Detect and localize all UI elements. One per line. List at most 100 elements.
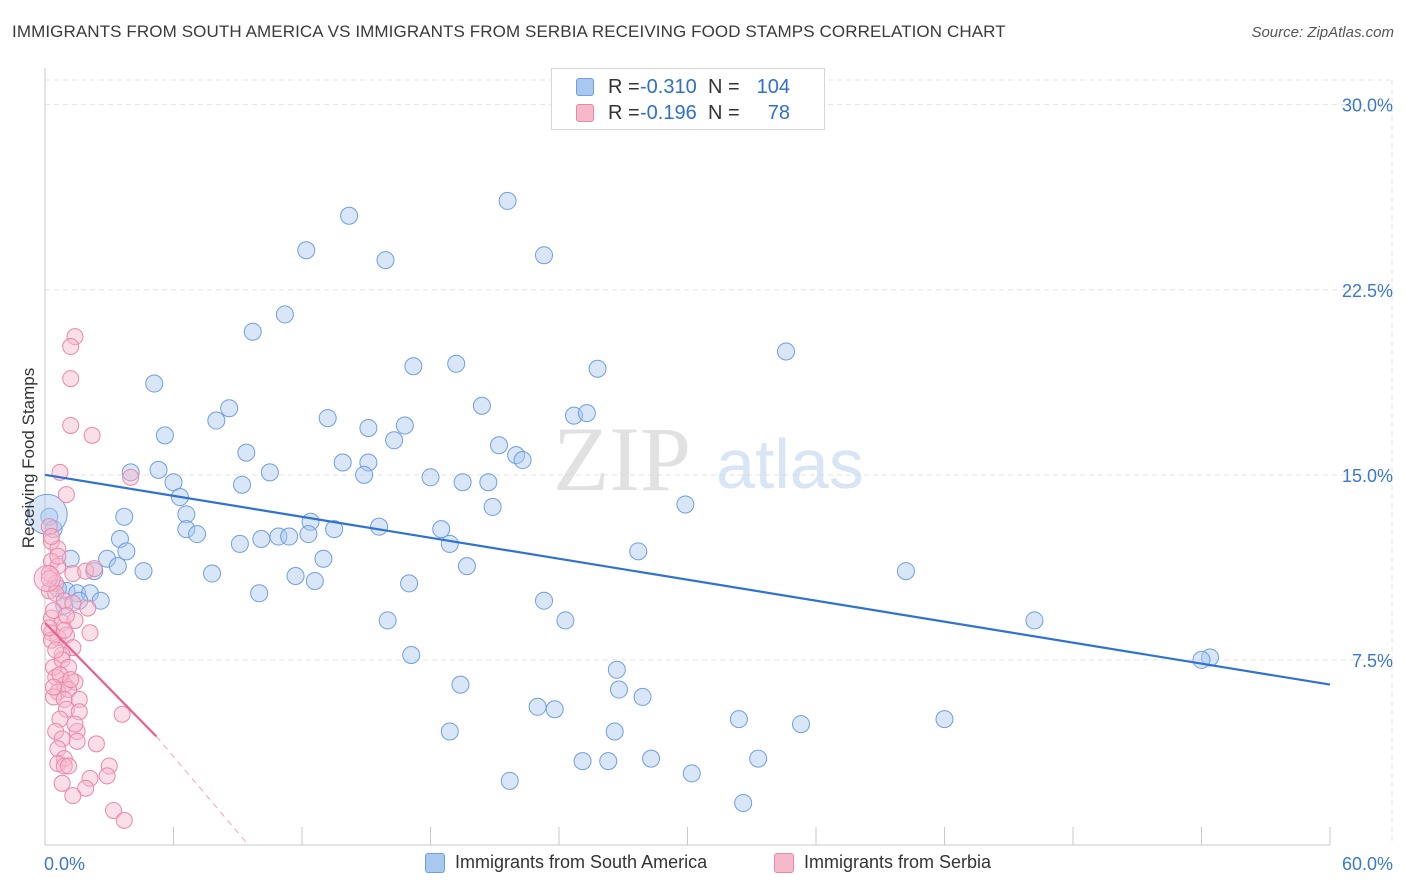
point-south-america (177, 520, 196, 539)
point-serbia (49, 547, 67, 565)
point-south-america (682, 764, 701, 783)
n-label: N = (708, 75, 740, 98)
point-south-america (734, 794, 753, 813)
point-serbia (49, 740, 67, 758)
r-label: R = (608, 75, 640, 98)
point-serbia (47, 641, 65, 659)
point-south-america (370, 517, 389, 536)
trend-lines (44, 473, 1331, 846)
point-serbia (60, 757, 78, 775)
point-serbia (66, 715, 84, 733)
point-serbia (55, 757, 73, 775)
point-south-america (453, 473, 472, 492)
point-serbia (62, 671, 80, 689)
y-tick-label: 30.0% (1342, 96, 1393, 116)
point-south-america (305, 571, 324, 590)
point-south-america (451, 675, 470, 694)
point-south-america (457, 557, 476, 576)
point-south-america (121, 463, 140, 482)
y-axis-label: Receiving Food Stamps (19, 368, 38, 548)
point-south-america (607, 660, 626, 679)
point-south-america (513, 451, 532, 470)
point-serbia (45, 678, 63, 696)
point-south-america (376, 251, 395, 270)
watermark-zip: ZIP (553, 408, 691, 510)
stats-row-serbia: R = -0.196 N = 78 (576, 101, 790, 125)
point-south-america (280, 527, 299, 546)
point-serbia (115, 811, 133, 829)
trend-line-serbia-extension (155, 736, 249, 846)
point-south-america (207, 411, 226, 430)
legend-label: Immigrants from South America (455, 852, 708, 872)
point-serbia (64, 787, 82, 805)
point-south-america (479, 473, 498, 492)
point-south-america (250, 584, 269, 603)
point-serbia (81, 769, 99, 787)
point-serbia (98, 767, 116, 785)
point-south-america (340, 206, 359, 225)
series-south-america-points (26, 191, 1220, 813)
watermark-atlas: atlas (716, 425, 864, 503)
r-value: -0.196 (640, 101, 697, 124)
point-serbia (62, 370, 80, 388)
point-south-america (404, 357, 423, 376)
point-south-america (318, 409, 337, 428)
point-south-america (528, 697, 547, 716)
point-south-america (355, 465, 374, 484)
point-south-america (203, 564, 222, 583)
point-south-america (61, 549, 80, 568)
point-serbia (40, 569, 58, 587)
point-south-america (333, 453, 352, 472)
source-label: Source: ZipAtlas.com (1251, 24, 1394, 41)
r-value: -0.310 (640, 75, 697, 98)
point-serbia (79, 599, 97, 617)
r-label: R = (608, 101, 640, 124)
legend-item-serbia[interactable]: Immigrants from Serbia (774, 852, 991, 873)
point-south-america (68, 584, 87, 603)
point-serbia (122, 468, 140, 486)
point-south-america (275, 305, 294, 324)
point-south-america (164, 473, 183, 492)
point-south-america (440, 534, 459, 553)
x-tick-label: 60.0% (1342, 854, 1393, 874)
point-south-america (642, 749, 661, 768)
point-serbia (53, 730, 71, 748)
point-south-america (588, 359, 607, 378)
point-south-america (314, 549, 333, 568)
point-serbia (66, 328, 84, 346)
point-south-america (605, 722, 624, 741)
point-south-america (896, 562, 915, 581)
point-south-america (237, 443, 256, 462)
point-serbia (57, 486, 75, 504)
point-serbia (47, 584, 65, 602)
trend-line-south-america (44, 473, 1331, 686)
point-serbia (55, 621, 73, 639)
point-serbia (66, 611, 84, 629)
point-serbia (68, 732, 86, 750)
point-south-america (188, 525, 207, 544)
point-south-america (792, 715, 811, 734)
point-south-america (676, 495, 695, 514)
point-serbia (113, 705, 131, 723)
point-south-america (155, 426, 174, 445)
point-serbia (57, 700, 75, 718)
point-south-america (359, 418, 378, 437)
point-south-america (243, 322, 262, 341)
legend-item-south-america[interactable]: Immigrants from South America (425, 852, 707, 873)
point-south-america (145, 374, 164, 393)
point-south-america (935, 710, 954, 729)
grid-lines (45, 79, 1393, 845)
point-south-america (70, 591, 89, 610)
point-serbia (42, 631, 60, 649)
point-serbia (33, 564, 61, 592)
point-serbia (45, 688, 63, 706)
series-serbia-points (33, 328, 140, 829)
n-label: N = (708, 101, 740, 124)
point-south-america (385, 431, 404, 450)
point-south-america (472, 396, 491, 415)
point-south-america (421, 468, 440, 487)
legend-swatch-pink (576, 104, 594, 122)
point-south-america (378, 611, 397, 630)
x-tick-label: 0.0% (44, 854, 85, 874)
point-south-america (535, 246, 554, 265)
